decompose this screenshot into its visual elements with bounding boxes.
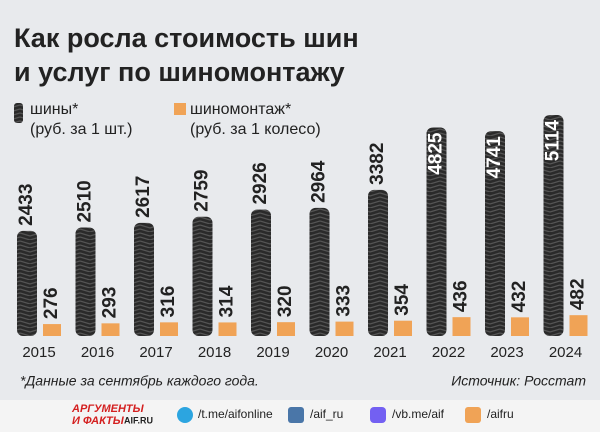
- service-bar: [277, 322, 295, 336]
- service-bar: [511, 317, 529, 336]
- tire-bar: [426, 127, 447, 337]
- x-tick-label: 2017: [139, 344, 172, 361]
- value-label: 333: [334, 285, 355, 317]
- service-bar: [394, 320, 412, 336]
- value-label: 432: [509, 281, 530, 313]
- x-tick-label: 2019: [256, 344, 289, 361]
- service-bar: [101, 323, 120, 336]
- tire-bar: [543, 115, 564, 336]
- service-bar: [43, 324, 61, 336]
- value-label: 354: [392, 284, 413, 316]
- x-tick-label: 2024: [549, 344, 582, 361]
- viber-icon: [370, 407, 386, 423]
- tire-bar: [368, 189, 388, 336]
- logo: АРГУМЕНТЫ: [71, 403, 145, 415]
- tire-bar: [485, 131, 505, 336]
- x-tick-label: 2022: [432, 344, 465, 361]
- value-label: 2433: [16, 184, 37, 226]
- vk-icon: [288, 407, 304, 423]
- value-label: 4825: [426, 132, 447, 175]
- tire-bar: [75, 227, 96, 336]
- value-label: 2759: [192, 169, 213, 211]
- value-label: 2964: [309, 160, 330, 203]
- tire-bar: [309, 207, 330, 336]
- value-label: 5114: [543, 120, 564, 162]
- value-label: 4741: [484, 136, 505, 179]
- legend-label: шины*: [30, 101, 78, 118]
- service-bar: [160, 322, 178, 336]
- x-tick-label: 2018: [198, 344, 231, 361]
- x-tick-label: 2020: [315, 344, 348, 361]
- x-tick-label: 2016: [81, 344, 114, 361]
- legend-unit: (руб. за 1 колесо): [190, 121, 321, 138]
- legend-swatch: [174, 103, 186, 115]
- footnote: *Данные за сентябрь каждого года.: [20, 373, 259, 389]
- value-label: 2926: [250, 162, 271, 204]
- tire-bar: [192, 216, 213, 336]
- footer-link[interactable]: /aif_ru: [310, 407, 343, 421]
- value-label: 2617: [133, 176, 154, 218]
- x-tick-label: 2015: [22, 344, 55, 361]
- footer: АРГУМЕНТЫ И ФАКТЫ AIF.RU /t.me/aifonline…: [71, 403, 514, 427]
- tire-bar: [17, 230, 37, 336]
- x-tick-label: 2021: [373, 344, 406, 361]
- service-bar: [452, 317, 471, 336]
- legend-swatch: [14, 103, 23, 123]
- telegram-icon: [177, 407, 193, 423]
- value-label: 436: [451, 280, 472, 312]
- value-label: 293: [100, 287, 121, 319]
- footer-link[interactable]: /aifru: [487, 407, 514, 421]
- service-bar: [218, 322, 237, 336]
- value-label: 314: [217, 285, 238, 317]
- logo: И ФАКТЫ: [72, 415, 125, 427]
- ok-icon: [465, 407, 481, 423]
- tire-bar: [134, 222, 154, 336]
- source: Источник: Росстат: [451, 373, 586, 389]
- chart-title: Как росла стоимость шин: [14, 23, 359, 53]
- legend-label: шиномонтаж*: [190, 101, 291, 118]
- value-label: 3382: [367, 143, 388, 185]
- footer-link[interactable]: /vb.me/aif: [392, 407, 445, 421]
- service-bar: [569, 315, 588, 336]
- tire-bar: [251, 209, 271, 336]
- x-tick-label: 2023: [490, 344, 523, 361]
- legend-unit: (руб. за 1 шт.): [30, 121, 132, 138]
- service-bar: [335, 321, 354, 336]
- value-label: 320: [275, 285, 296, 317]
- logo: AIF.RU: [124, 415, 153, 425]
- value-label: 482: [568, 278, 589, 310]
- value-label: 316: [158, 286, 179, 318]
- footer-link[interactable]: /t.me/aifonline: [198, 407, 273, 421]
- chart-title: и услуг по шиномонтажу: [14, 57, 345, 87]
- value-label: 276: [41, 287, 62, 319]
- value-label: 2510: [75, 180, 96, 222]
